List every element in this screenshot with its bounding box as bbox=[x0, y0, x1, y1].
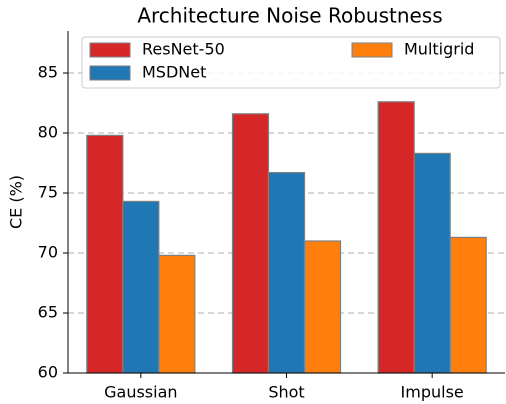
y-tick-label: 60 bbox=[38, 363, 58, 382]
y-tick-label: 70 bbox=[38, 243, 58, 262]
bar bbox=[86, 134, 124, 374]
bar bbox=[122, 200, 160, 374]
x-tick-label: Gaussian bbox=[104, 383, 177, 402]
bar bbox=[377, 101, 415, 374]
chart-title: Architecture Noise Robustness bbox=[137, 4, 442, 28]
legend-swatch bbox=[89, 42, 131, 58]
x-tick-label: Shot bbox=[268, 383, 304, 402]
bar bbox=[303, 240, 342, 374]
x-tick-label: Impulse bbox=[401, 383, 464, 402]
bar bbox=[449, 236, 487, 374]
y-tick-label: 85 bbox=[38, 63, 58, 82]
bar bbox=[413, 152, 451, 374]
legend-label: MSDNet bbox=[142, 63, 206, 82]
y-tick-label: 75 bbox=[38, 183, 58, 202]
legend-swatch bbox=[89, 65, 131, 81]
legend-label: ResNet-50 bbox=[142, 40, 225, 59]
legend-box bbox=[81, 36, 501, 89]
y-tick-label: 65 bbox=[38, 303, 58, 322]
legend-label: Multigrid bbox=[404, 40, 474, 59]
bar bbox=[158, 254, 196, 374]
y-axis-label: CE (%) bbox=[7, 175, 26, 229]
bar bbox=[267, 172, 306, 374]
y-tick-label: 80 bbox=[38, 123, 58, 142]
legend-swatch bbox=[351, 42, 393, 58]
bar bbox=[231, 113, 270, 374]
